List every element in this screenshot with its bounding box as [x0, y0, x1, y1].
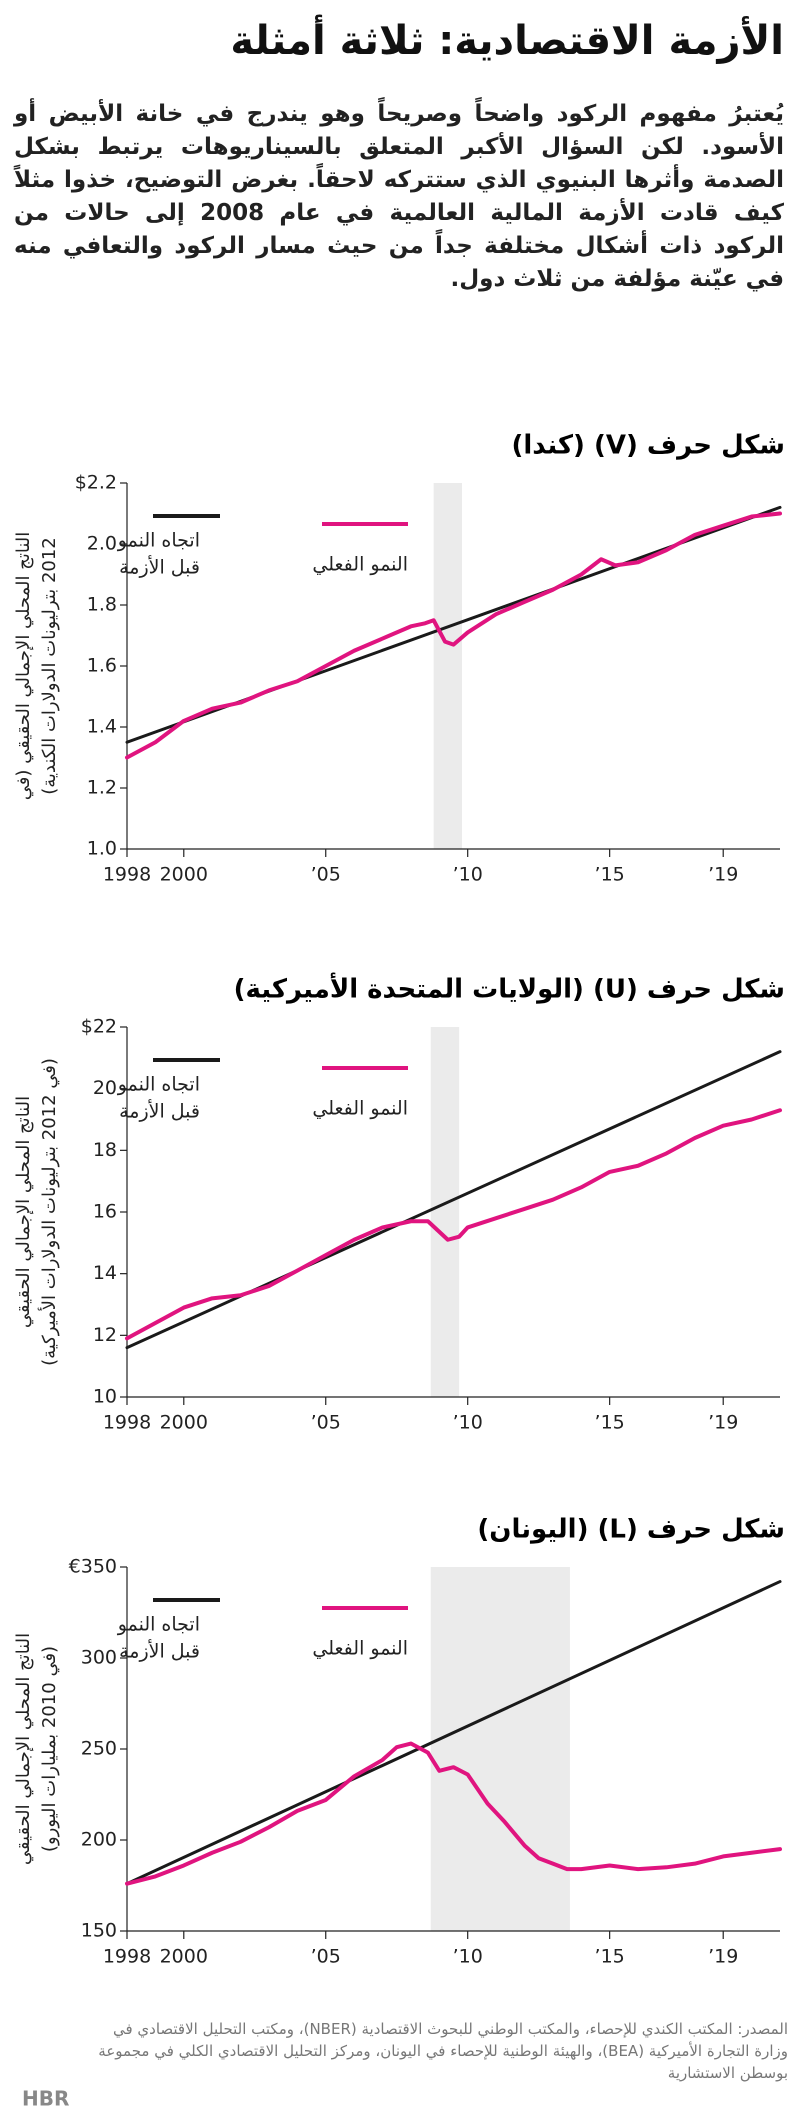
legend-label: قبل الأزمة [119, 1640, 200, 1663]
series-line [125, 511, 782, 760]
x-tick-label: ’19 [708, 1412, 738, 1434]
series-line [125, 1050, 782, 1350]
x-tick-label: 1998 [103, 864, 151, 886]
y-tick-label: 20 [93, 1077, 117, 1099]
legend-label: قبل الأزمة [119, 1100, 200, 1123]
y-tick-label: 1.0 [87, 838, 117, 860]
y-axis-label: الناتج المحلي الإجمالي الحقيقي [13, 1096, 34, 1328]
page-title: الأزمة الاقتصادية: ثلاثة أمثلة [230, 18, 784, 64]
x-tick-label: ’10 [453, 864, 483, 886]
y-axis-label: 2012 بترليونات الدولارات الكندية) [39, 537, 60, 795]
y-tick-label: 1.4 [87, 716, 117, 738]
x-tick-label: 2000 [160, 1412, 208, 1434]
x-tick-label: 2000 [160, 1946, 208, 1968]
x-tick-label: ’19 [708, 1946, 738, 1968]
y-tick-label: 1.8 [87, 594, 117, 616]
y-tick-label: 18 [93, 1139, 117, 1161]
x-tick-label: 2000 [160, 864, 208, 886]
chart-title: شكل حرف (U) (الولايات المتحدة الأميركية) [234, 973, 785, 1005]
y-tick-label: 2.0 [87, 533, 117, 555]
y-tick-label: €350 [69, 1556, 117, 1578]
chart-title: شكل حرف (L) (اليونان) [477, 1515, 785, 1545]
legend-label: اتجاه النمو [117, 530, 200, 552]
y-tick-label: 150 [81, 1920, 117, 1942]
y-tick-label: 16 [93, 1201, 117, 1223]
y-tick-label: 12 [93, 1324, 117, 1346]
x-tick-label: ’15 [595, 1412, 625, 1434]
y-tick-label: 10 [93, 1386, 117, 1408]
x-tick-label: 1998 [103, 1412, 151, 1434]
series-line [125, 1741, 782, 1886]
y-tick-label: 200 [81, 1829, 117, 1851]
x-tick-label: ’10 [453, 1412, 483, 1434]
y-axis-label: (في 2012 بترليونات الدولارات الأميركية) [38, 1058, 60, 1366]
y-tick-label: $2.2 [75, 472, 117, 494]
chart-title: شكل حرف (V) (كندا) [512, 431, 786, 461]
recession-shade [430, 1027, 460, 1397]
legend-label: اتجاه النمو [117, 1074, 200, 1096]
y-tick-label: $22 [81, 1016, 117, 1038]
legend-label: اتجاه النمو [117, 1614, 200, 1636]
y-tick-label: 1.2 [87, 777, 117, 799]
y-tick-label: 250 [81, 1738, 117, 1760]
series-line [125, 1580, 782, 1886]
x-tick-label: ’05 [311, 1946, 341, 1968]
intro-text: يُعتبرُ مفهوم الركود واضحاً وصريحاً وهو … [14, 101, 785, 292]
y-tick-label: 14 [93, 1262, 117, 1284]
x-tick-label: ’15 [595, 864, 625, 886]
y-tick-label: 300 [81, 1647, 117, 1669]
logo: HBR [22, 2087, 69, 2111]
legend-label: النمو الفعلي [312, 1098, 408, 1120]
recession-shade [433, 483, 463, 849]
y-axis-label: الناتج المحلي الإجمالي الحقيقي (في [13, 532, 34, 801]
x-tick-label: ’05 [311, 1412, 341, 1434]
y-axis-label: (في 2010 بمليارات اليورو) [39, 1646, 60, 1852]
series-line [125, 1108, 782, 1341]
x-tick-label: ’19 [708, 864, 738, 886]
legend-label: قبل الأزمة [119, 556, 200, 579]
x-tick-label: ’05 [311, 864, 341, 886]
y-tick-label: 1.6 [87, 655, 117, 677]
recession-shade [430, 1567, 570, 1931]
source-note: المصدر: المكتب الكندي للإحصاء، والمكتب ا… [98, 2020, 788, 2082]
y-axis-label: الناتج المحلي الإجمالي الحقيقي [13, 1633, 34, 1865]
legend-label: النمو الفعلي [312, 1638, 408, 1660]
x-tick-label: 1998 [103, 1946, 151, 1968]
x-tick-label: ’15 [595, 1946, 625, 1968]
x-tick-label: ’10 [453, 1946, 483, 1968]
legend-label: النمو الفعلي [312, 554, 408, 576]
